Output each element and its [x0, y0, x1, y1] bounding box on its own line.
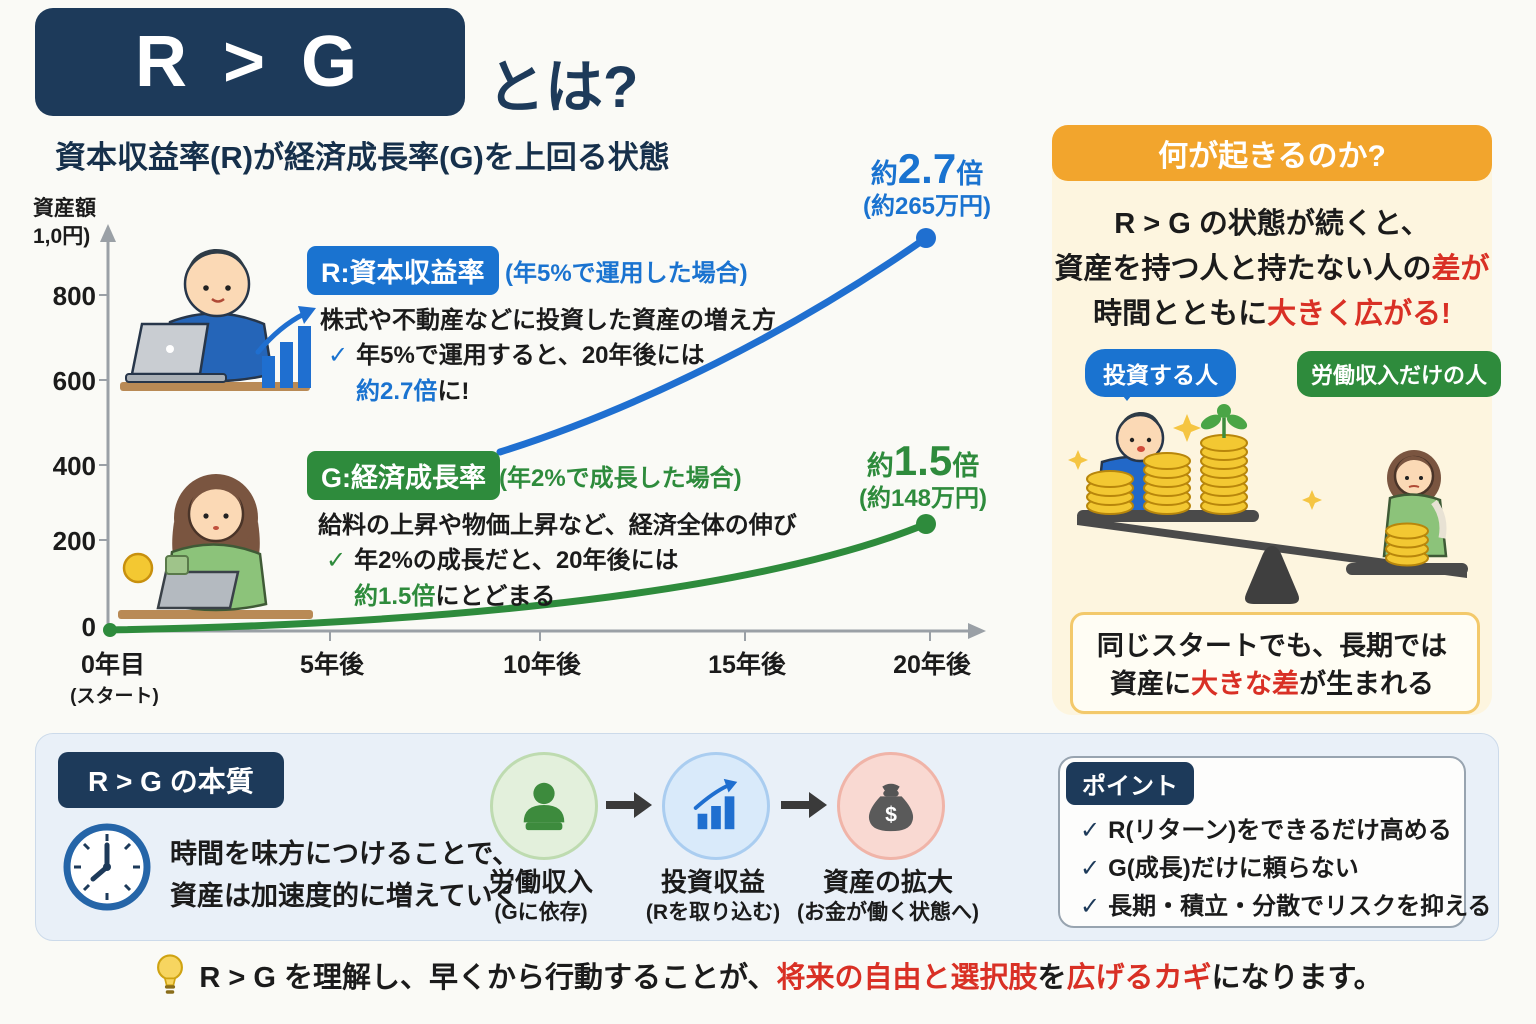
check-icon: ✓ [1080, 817, 1101, 844]
check-icon: ✓ [326, 547, 347, 574]
g-series-end-dot [916, 514, 936, 534]
man-at-laptop-illustration [120, 248, 316, 391]
r-series-badge: R:資本収益率 [307, 246, 499, 295]
x-tick-15: 15年後 [708, 651, 786, 679]
title-suffix: とは? [487, 55, 639, 120]
g-series-condition: (年2%で成長した場合) [499, 465, 742, 492]
essence-badge: R > G の本質 [58, 752, 284, 808]
worker-label: 労働収入だけの人 [1297, 351, 1502, 397]
x-tick-10: 10年後 [503, 651, 581, 679]
check-icon: ✓ [328, 342, 349, 369]
what-happens-header: 何が起きるのか? [1052, 125, 1492, 181]
y-axis-unit: 1,0円) [33, 225, 91, 248]
bar-chart-icon [693, 778, 738, 830]
x-axis-arrow-icon [968, 623, 986, 639]
r-series-result-line: 約2.7倍に! [356, 378, 470, 405]
flow-arrow-icon [781, 792, 827, 818]
y-tick-400: 400 [52, 451, 96, 481]
footer-message: R > G を理解し、早くから行動することが、将来の自由と選択肢を広げるカギにな… [0, 952, 1536, 998]
page-subtitle: 資本収益率(R)が経済成長率(G)を上回る状態 [55, 140, 670, 175]
y-tick-200: 200 [52, 526, 96, 556]
step2-sub: (Rを取り込む) [645, 901, 781, 924]
g-series-result-line: 約1.5倍にとどまる [354, 583, 556, 610]
what-happens-line3: 時間とともに大きく広がる! [1093, 298, 1451, 330]
check-icon: ✓ [1080, 855, 1101, 882]
what-happens-line1: R > G の状態が続くと、 [1114, 208, 1430, 240]
g-endpoint-annotation: 約1.5倍 (約148万円) [858, 437, 988, 513]
footer-text: R > G を理解し、早くから行動することが、将来の自由と選択肢を広げるカギにな… [199, 962, 1383, 994]
g-series-badge: G:経済成長率 [307, 451, 500, 500]
point-item-2: ✓ G(成長)だけに頼らない [1080, 855, 1359, 882]
r-series-check-line: ✓ 年5%で運用すると、20年後には [328, 342, 705, 369]
step1-sub: (Gに依存) [494, 901, 588, 924]
x-tick-20: 20年後 [893, 651, 971, 679]
step3-label: 資産の拡大 [822, 867, 953, 897]
r-series-desc: 株式や不動産などに投資した資産の増え方 [320, 307, 776, 334]
y-tick-600: 600 [52, 366, 96, 396]
step1-label: 労働収入 [488, 867, 593, 897]
person-icon [523, 782, 565, 831]
svg-text:$: $ [885, 802, 897, 826]
note-line2: 資産に大きな差が生まれる [1110, 669, 1434, 699]
x-tick-5: 5年後 [300, 651, 364, 679]
point-item-3: ✓ 長期・積立・分散でリスクを抑える [1080, 893, 1492, 920]
investment-return-circle [662, 752, 770, 860]
essence-line1: 時間を味方につけることで、 [170, 839, 520, 869]
y-tick-0: 0 [81, 612, 96, 642]
r-series-condition: (年5%で運用した場合) [505, 260, 748, 287]
point-item-1: ✓ R(リターン)をできるだけ高める [1080, 817, 1452, 844]
x-tick-0: 0年目 [81, 651, 145, 679]
title-formula-box: R > G [35, 8, 465, 116]
step2-label: 投資収益 [660, 867, 765, 897]
step3-sub: (お金が働く状態へ) [797, 901, 979, 924]
g-series-desc: 給料の上昇や物価上昇など、経済全体の伸び [318, 512, 797, 539]
y-tick-800: 800 [52, 281, 96, 311]
r-endpoint-annotation: 約2.7倍 (約265万円) [862, 145, 992, 221]
money-bag-icon: $ [868, 783, 914, 832]
title-formula: R > G [134, 22, 366, 102]
r-series-end-dot [916, 228, 936, 248]
points-badge: ポイント [1066, 762, 1194, 805]
investor-label: 投資する人 [1085, 349, 1236, 401]
flow-arrow-icon [606, 792, 652, 818]
note-line1: 同じスタートでも、長期では [1096, 631, 1448, 661]
lightbulb-icon [157, 954, 184, 994]
check-icon: ✓ [1080, 893, 1101, 920]
labor-income-circle [490, 752, 598, 860]
clock-icon [63, 823, 151, 911]
x-tick-0-sub: (スタート) [70, 686, 159, 707]
wealth-seesaw-illustration [1068, 404, 1468, 604]
y-axis-title: 資産額 [33, 197, 96, 220]
essence-line2: 資産は加速度的に増えていく [170, 881, 520, 911]
woman-at-laptop-illustration [118, 474, 313, 619]
g-series-check-line: ✓ 年2%の成長だと、20年後には [326, 547, 679, 574]
long-term-note-box [1070, 612, 1480, 714]
what-happens-line2: 資産を持つ人と持たない人の差が [1054, 253, 1490, 285]
asset-expansion-circle: $ [837, 752, 945, 860]
